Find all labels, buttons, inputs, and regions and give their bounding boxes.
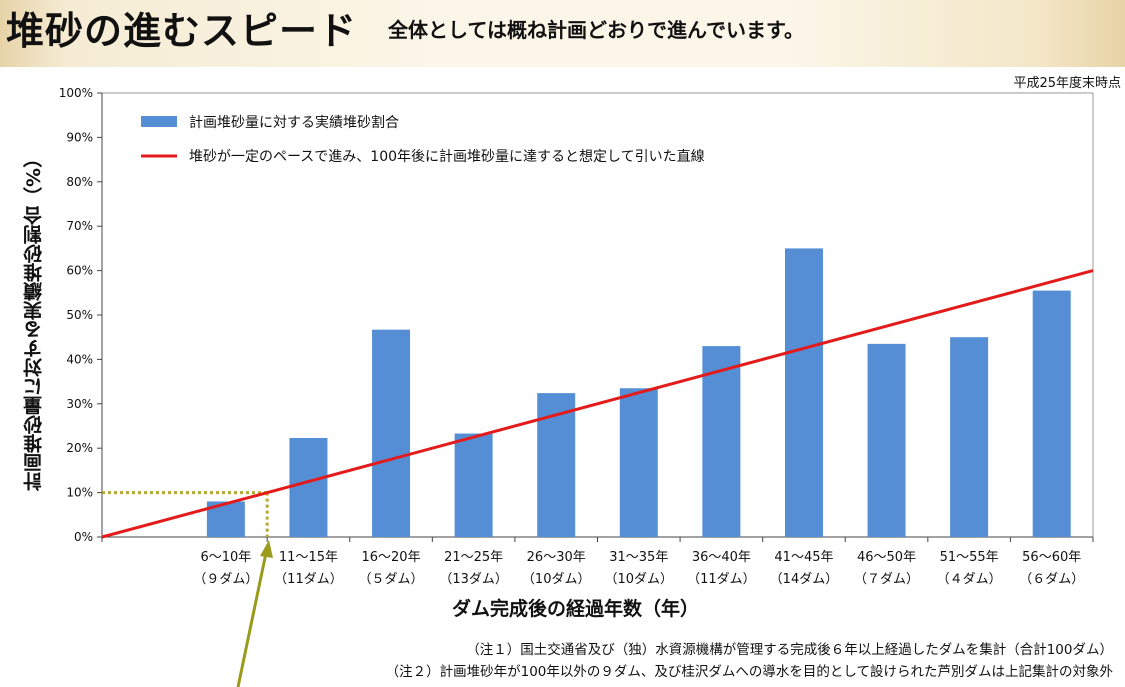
bar: [454, 433, 493, 537]
y-tick-label: 10%: [66, 486, 93, 500]
x-category-count: （４ダム）: [937, 572, 1002, 587]
x-category-count: （７ダム）: [854, 572, 919, 587]
x-category-range: 31～35年: [609, 550, 668, 565]
x-category-range: 21～25年: [444, 550, 503, 565]
legend-line-label: 堆砂が一定のペースで進み、100年後に計画堆砂量に達すると想定して引いた直線: [189, 148, 705, 165]
x-category-range: 26～30年: [527, 550, 586, 565]
as-of-label: 平成25年度末時点: [1013, 76, 1121, 91]
y-tick-label: 90%: [66, 130, 93, 144]
x-axis-title: ダム完成後の経過年数（年）: [452, 598, 700, 620]
page-subtitle: 全体としては概ね計画どおりで進んでいます。: [388, 18, 804, 42]
x-category-count: （６ダム）: [1019, 572, 1084, 587]
bar: [784, 248, 823, 537]
bar: [289, 437, 328, 537]
trend-line: [101, 269, 1094, 539]
page-title: 堆砂の進むスピード: [6, 9, 358, 53]
y-tick-label: 50%: [66, 308, 93, 322]
x-category-count: （13ダム）: [439, 572, 508, 587]
y-tick-label: 30%: [66, 397, 93, 411]
x-category-range: 36～40年: [692, 550, 751, 565]
x-category-count: （14ダム）: [770, 572, 839, 587]
legend-bar-label: 計画堆砂量に対する実績堆砂割合: [189, 114, 399, 131]
x-category-range: 46～50年: [857, 550, 916, 565]
x-category-range: 6～10年: [200, 550, 251, 565]
bar: [950, 337, 989, 537]
x-category-range: 41～45年: [774, 550, 833, 565]
x-category-range: 56～60年: [1022, 550, 1081, 565]
pointer-arrow-head: [260, 540, 273, 558]
legend-bar-swatch: [141, 116, 177, 127]
x-category-range: 51～55年: [940, 550, 999, 565]
bar: [619, 388, 658, 537]
x-category-range: 16～20年: [361, 550, 420, 565]
y-tick-label: 100%: [59, 86, 93, 100]
x-category-count: （11ダム）: [687, 572, 756, 587]
pointer-arrow-shaft: [236, 552, 268, 687]
y-tick-label: 40%: [66, 352, 93, 366]
y-tick-label: 20%: [66, 441, 93, 455]
x-category-range: 11～15年: [279, 550, 338, 565]
x-category-count: （10ダム）: [522, 572, 591, 587]
x-category-count: （９ダム）: [193, 572, 258, 587]
bar: [867, 343, 906, 537]
x-category-count: （11ダム）: [274, 572, 343, 587]
note-1: （注１）国土交通省及び（独）水資源機構が管理する完成後６年以上経過したダムを集計…: [466, 642, 1113, 658]
bar: [372, 329, 411, 537]
bar: [1032, 290, 1071, 537]
chart-panel: [0, 67, 1125, 687]
bar: [702, 346, 741, 537]
x-category-count: （５ダム）: [359, 572, 424, 587]
y-tick-label: 60%: [66, 264, 93, 278]
y-tick-label: 0%: [74, 530, 93, 544]
note-2: （注２）計画堆砂年が100年以外の９ダム、及び桂沢ダムへの導水を目的として設けら…: [385, 664, 1113, 680]
y-tick-label: 80%: [66, 175, 93, 189]
y-tick-label: 70%: [66, 219, 93, 233]
x-category-count: （10ダム）: [605, 572, 674, 587]
y-axis-title: 計画堆砂量に対する実績堆砂割合（%）: [23, 148, 45, 492]
